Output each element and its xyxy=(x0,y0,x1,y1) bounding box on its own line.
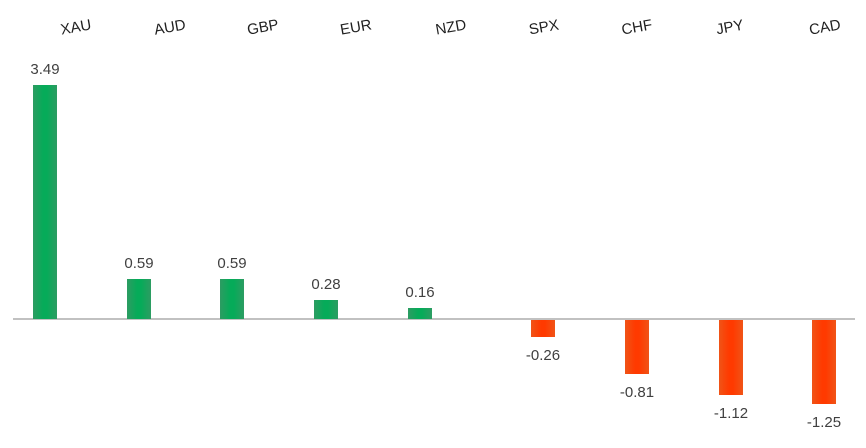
value-label-nzd: 0.16 xyxy=(405,284,435,302)
bar-chf xyxy=(625,320,649,375)
bar-gbp xyxy=(220,279,244,319)
category-label-jpy: JPY xyxy=(714,16,745,39)
value-label-cad: -1.25 xyxy=(806,413,842,431)
value-label-jpy: -1.12 xyxy=(713,405,749,423)
bar-spx xyxy=(531,320,555,338)
value-label-aud: 0.59 xyxy=(124,255,154,273)
category-label-cad: CAD xyxy=(807,16,842,39)
value-label-eur: 0.28 xyxy=(311,276,341,294)
category-label-eur: EUR xyxy=(338,16,373,39)
x-axis-baseline xyxy=(13,318,855,320)
value-label-chf: -0.81 xyxy=(619,384,655,402)
category-label-spx: SPX xyxy=(527,16,561,39)
bar-xau xyxy=(33,85,57,319)
category-label-chf: CHF xyxy=(620,16,654,39)
category-label-gbp: GBP xyxy=(245,16,280,39)
value-label-xau: 3.49 xyxy=(30,61,60,79)
category-label-xau: XAU xyxy=(59,16,93,39)
bar-cad xyxy=(812,320,836,404)
bar-eur xyxy=(314,300,338,319)
category-label-nzd: NZD xyxy=(434,16,468,39)
value-label-gbp: 0.59 xyxy=(217,255,247,273)
bar-jpy xyxy=(719,320,743,396)
category-label-aud: AUD xyxy=(152,16,187,39)
value-label-spx: -0.26 xyxy=(525,347,561,365)
bar-nzd xyxy=(408,308,432,319)
bar-aud xyxy=(127,279,151,319)
